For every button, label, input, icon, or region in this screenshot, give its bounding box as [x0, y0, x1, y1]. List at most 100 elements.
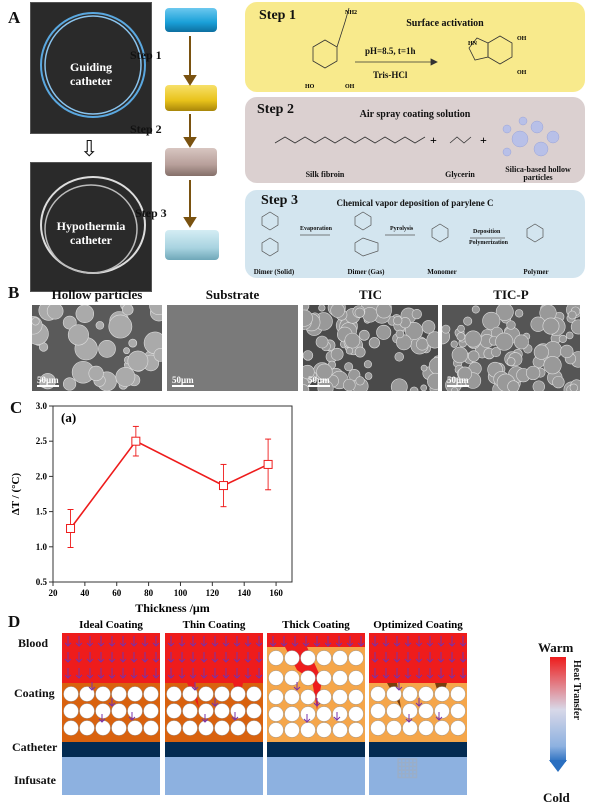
step3-box: Step 3 Chemical vapor deposition of pary… [245, 190, 585, 278]
arrow-label: Evaporation [300, 226, 333, 232]
chart-a: 20 40 60 80 100 120 140 160 0.5 1.0 1.5 2.0 2.5 3.0 Th… [10, 401, 293, 615]
down-arrow-icon: ⇩ [80, 136, 99, 161]
step3-chemistry [261, 211, 544, 257]
arrow-down-icon [549, 760, 567, 772]
scale-bar: 50μm [447, 375, 469, 387]
x-tick-label: 140 [237, 588, 251, 598]
data-point [263, 459, 273, 469]
item-label: Monomer [427, 268, 457, 276]
x-tick-label: 40 [80, 588, 90, 598]
arrow-label: Pyrolysis [390, 226, 414, 232]
chem-label: OH [345, 84, 355, 90]
coating-column [369, 633, 467, 795]
sem-title: TIC-P [493, 287, 529, 302]
chem-label: NH2 [345, 10, 357, 16]
chem-label: OH [517, 70, 527, 76]
column-title: Thin Coating [183, 619, 246, 631]
item-label: Polymer [523, 268, 549, 276]
chart-tag: (a) [61, 410, 76, 425]
sem-image: 50μm [303, 305, 438, 391]
coating-column [267, 633, 365, 795]
coating-column [62, 633, 160, 795]
x-tick-label: 100 [174, 588, 188, 598]
photo-caption: Guiding catheter [69, 60, 113, 89]
y-tick-label: 0.5 [36, 577, 48, 587]
item-label: Silica-based hollow particles [505, 165, 571, 182]
heat-gradient-bar [550, 657, 566, 762]
y-tick-label: 1.5 [36, 507, 48, 517]
data-point [66, 523, 76, 533]
hypothermia-catheter-photo: Hypothermia catheter [30, 162, 152, 292]
column-title: Optimized Coating [373, 619, 463, 631]
row-label: Infusate [14, 773, 57, 787]
sem-title: Hollow particles [51, 287, 143, 302]
chem-label: HO [305, 84, 315, 90]
condition: Tris-HCl [373, 70, 408, 80]
column-title: Ideal Coating [79, 619, 143, 631]
sem-image: 50μm [442, 305, 580, 391]
svg-text:+: + [430, 133, 437, 147]
warm-label: Warm [538, 640, 574, 655]
scale-bar: 50μm [172, 375, 194, 387]
condition: pH=8.5, t=1h [365, 46, 416, 56]
item-label: Dimer (Gas) [347, 268, 385, 276]
step2-title: Step 2 [257, 102, 294, 117]
tube-step1 [165, 85, 217, 111]
watermark-logo: ▦ [395, 752, 420, 781]
item-label: Glycerin [445, 170, 475, 179]
step2-box: Step 2 Air spray coating solution + + Sil… [245, 97, 585, 183]
panel-label-c: C [10, 398, 23, 417]
tube-bare [165, 8, 217, 32]
arrow-label: Deposition [473, 229, 501, 235]
x-tick-label: 120 [206, 588, 220, 598]
step2-subtitle: Air spray coating solution [359, 109, 471, 120]
cold-label: Cold [543, 790, 570, 805]
sem-title: TIC [358, 287, 383, 302]
y-tick-label: 2.0 [36, 471, 48, 481]
step1-subtitle: Surface activation [406, 18, 484, 29]
row-label: Catheter [12, 740, 58, 754]
scale-bar: 50μm [308, 375, 330, 387]
y-tick-label: 3.0 [36, 401, 48, 411]
step1-chemistry: NH2 HO OH HN OH OH [305, 7, 527, 90]
sem-image: 50μm [32, 305, 162, 391]
row-label: Blood [18, 636, 49, 650]
scale-bar: 50μm [37, 375, 59, 387]
chart-b: 204060801001201401600.000.010.020.030.04… [300, 395, 600, 620]
photo-caption: Hypothermia catheter [56, 219, 126, 248]
series-line [69, 440, 269, 529]
column-title: Thick Coating [282, 619, 350, 631]
item-label: Silk fibroin [305, 170, 345, 179]
step2-chemistry: + + [274, 116, 560, 157]
row-label: Coating [14, 686, 55, 700]
tube-step3 [165, 230, 219, 260]
step1-title: Step 1 [259, 8, 296, 23]
svg-text:+: + [480, 133, 487, 147]
x-axis-label: Thickness /μm [135, 601, 209, 615]
panel-label-d: D [8, 612, 21, 631]
step-label: Step 2 [130, 122, 162, 136]
step-label: Step 1 [130, 48, 162, 62]
step3-subtitle: Chemical vapor deposition of parylene C [336, 198, 494, 208]
x-tick-label: 60 [112, 588, 122, 598]
step-arrows [183, 36, 197, 228]
panel-label-a: A [8, 8, 21, 27]
y-axis-label: ΔT / (°C) [10, 473, 22, 516]
step3-title: Step 3 [261, 193, 298, 208]
chem-label: OH [517, 36, 527, 42]
step-label: Step 3 [135, 206, 167, 220]
data-point [218, 481, 228, 491]
x-tick-label: 20 [49, 588, 59, 598]
sem-title: Substrate [205, 287, 260, 302]
guiding-catheter-photo: Guiding catheter [30, 2, 152, 134]
coating-column [165, 633, 263, 795]
data-point [131, 436, 141, 446]
panel-label-b: B [8, 283, 20, 302]
arrow-label: Polymerization [469, 240, 508, 246]
y-tick-label: 1.0 [36, 542, 48, 552]
x-tick-label: 160 [269, 588, 283, 598]
sem-image: 50μm [167, 305, 298, 391]
tube-step2 [165, 148, 217, 176]
chem-label: HN [468, 41, 478, 47]
